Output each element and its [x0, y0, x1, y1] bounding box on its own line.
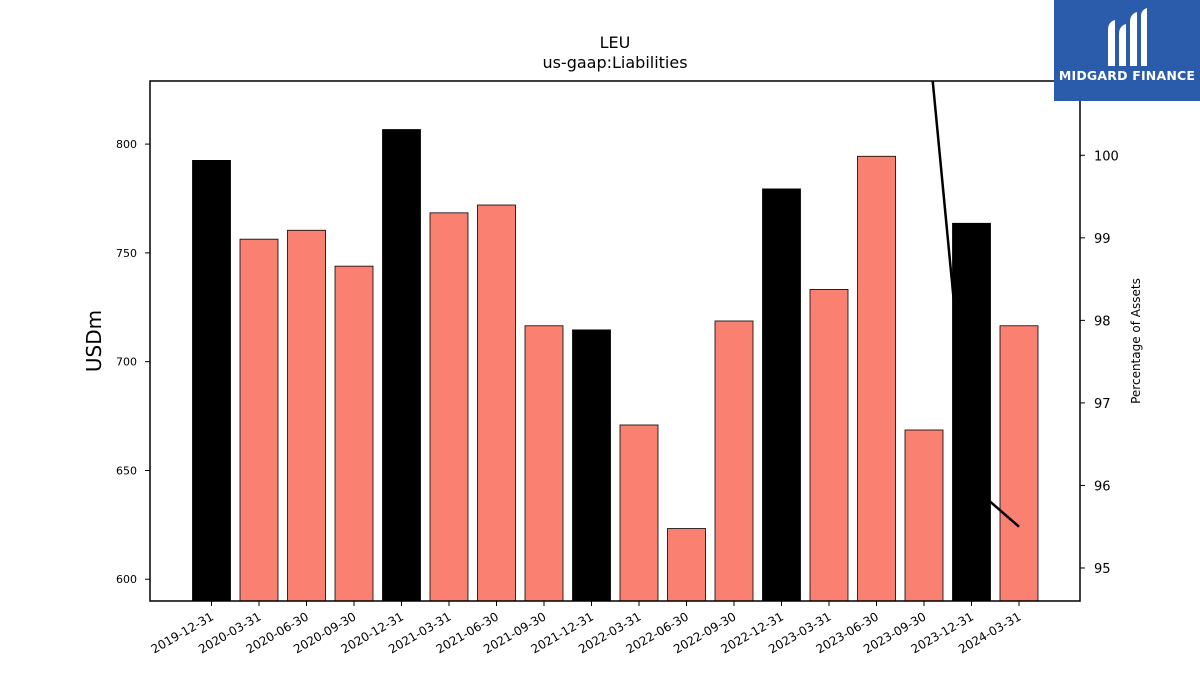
- y-axis-label: USDm: [82, 310, 106, 372]
- logo-text: MIDGARD FINANCE: [1058, 68, 1196, 83]
- bar: [192, 160, 231, 602]
- x-axis: 2019-12-312020-03-312020-06-302020-09-30…: [149, 601, 1024, 656]
- bar: [999, 325, 1039, 602]
- bars: [192, 129, 1039, 602]
- y-axis-left: 600 650 700 750 800: [116, 138, 150, 586]
- line-series: [931, 81, 1020, 528]
- y2-tick-label: 100: [1094, 149, 1119, 164]
- bar: [667, 528, 706, 602]
- bar: [904, 429, 944, 602]
- y2-tick-label: 99: [1094, 232, 1111, 247]
- bar: [429, 212, 469, 602]
- y-tick-label: 700: [116, 356, 137, 369]
- y2-axis-label: Percentage of Assets: [1129, 278, 1143, 404]
- y-tick-label: 650: [116, 464, 137, 477]
- bar: [287, 229, 326, 602]
- y2-tick-label: 97: [1094, 397, 1111, 412]
- bar: [524, 325, 564, 602]
- bar: [714, 320, 754, 602]
- y-axis-right: 95 96 97 98 99 100: [1080, 149, 1119, 577]
- plot-frame: [149, 80, 1081, 602]
- bar: [762, 188, 801, 602]
- bar: [239, 238, 279, 602]
- bar: [334, 265, 374, 602]
- bar: [572, 329, 611, 602]
- bar: [857, 155, 896, 602]
- bar: [619, 424, 659, 602]
- bar: [809, 289, 849, 602]
- y-tick-label: 800: [116, 138, 137, 151]
- chart-title: LEU: [600, 33, 631, 52]
- chart-subtitle: us-gaap:Liabilities: [542, 53, 687, 72]
- bar: [952, 222, 991, 602]
- logo-mark-icon: [1108, 8, 1147, 66]
- y2-tick-label: 96: [1094, 479, 1111, 494]
- percentage-line: [931, 81, 1020, 528]
- bar: [477, 204, 516, 602]
- y2-tick-label: 98: [1094, 314, 1111, 329]
- bar: [382, 129, 421, 602]
- y2-tick-label: 95: [1094, 562, 1111, 577]
- y-tick-label: 600: [116, 573, 137, 586]
- brand-logo: MIDGARD FINANCE: [1054, 0, 1200, 101]
- y-tick-label: 750: [116, 247, 137, 260]
